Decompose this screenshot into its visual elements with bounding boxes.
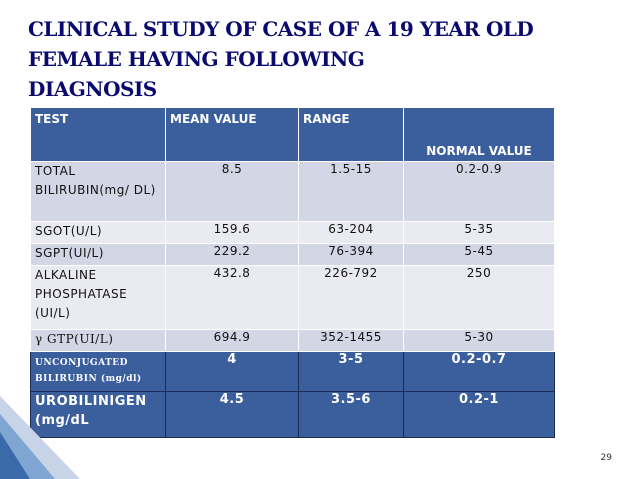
cell-range: 226-792	[298, 265, 404, 330]
header-normal: NORMAL VALUE	[403, 107, 555, 162]
header-range: RANGE	[298, 107, 404, 162]
table-row: SGOT(U/L) 159.6 63-204 5-35	[30, 221, 555, 244]
cell-test: ALKALINE PHOSPHATASE (UI/L)	[30, 265, 166, 330]
cell-normal: 0.2-0.7	[403, 351, 555, 392]
table-row: SGPT(UI/L) 229.2 76-394 5-45	[30, 243, 555, 266]
cell-test: SGOT(U/L)	[30, 221, 166, 244]
cell-test: γ GTP(UI/L)	[30, 329, 166, 352]
page-number: 29	[600, 453, 612, 463]
header-test: TEST	[30, 107, 166, 162]
cell-normal: 250	[403, 265, 555, 330]
highlight-row: UNCONJUGATED BILIRUBIN (mg/dl) 4 3-5 0.2…	[30, 351, 555, 392]
header-mean: MEAN VALUE	[165, 107, 299, 162]
highlight-row: UROBILINIGEN (mg/dL 4.5 3.5-6 0.2-1	[30, 391, 555, 438]
cell-mean: 229.2	[165, 243, 299, 266]
cell-mean: 159.6	[165, 221, 299, 244]
cell-range: 3.5-6	[298, 391, 404, 438]
title-line-2: FEMALE HAVING FOLLOWING	[28, 47, 365, 71]
cell-range: 3-5	[298, 351, 404, 392]
slide-title: CLINICAL STUDY OF CASE OF A 19 YEAR OLD …	[28, 14, 588, 104]
table-row: ALKALINE PHOSPHATASE (UI/L) 432.8 226-79…	[30, 265, 555, 330]
cell-normal: 5-30	[403, 329, 555, 352]
cell-range: 1.5-15	[298, 161, 404, 222]
cell-range: 63-204	[298, 221, 404, 244]
cell-mean: 4.5	[165, 391, 299, 438]
cell-test: UNCONJUGATED BILIRUBIN (mg/dl)	[30, 351, 166, 392]
title-line-3: DIAGNOSIS	[28, 77, 157, 101]
cell-normal: 5-45	[403, 243, 555, 266]
cell-test: SGPT(UI/L)	[30, 243, 166, 266]
cell-normal: 5-35	[403, 221, 555, 244]
cell-mean: 4	[165, 351, 299, 392]
cell-range: 352-1455	[298, 329, 404, 352]
cell-normal: 0.2-1	[403, 391, 555, 438]
cell-mean: 694.9	[165, 329, 299, 352]
cell-mean: 8.5	[165, 161, 299, 222]
cell-range: 76-394	[298, 243, 404, 266]
lab-results-table: TEST MEAN VALUE RANGE NORMAL VALUE TOTAL…	[30, 107, 555, 438]
table-row: γ GTP(UI/L) 694.9 352-1455 5-30	[30, 329, 555, 352]
cell-mean: 432.8	[165, 265, 299, 330]
table-header-row: TEST MEAN VALUE RANGE NORMAL VALUE	[30, 107, 555, 162]
cell-normal: 0.2-0.9	[403, 161, 555, 222]
corner-decoration	[0, 432, 30, 479]
title-line-1: CLINICAL STUDY OF CASE OF A 19 YEAR OLD	[28, 17, 534, 41]
cell-test: TOTAL BILIRUBIN(mg/ DL)	[30, 161, 166, 222]
table-row: TOTAL BILIRUBIN(mg/ DL) 8.5 1.5-15 0.2-0…	[30, 161, 555, 222]
